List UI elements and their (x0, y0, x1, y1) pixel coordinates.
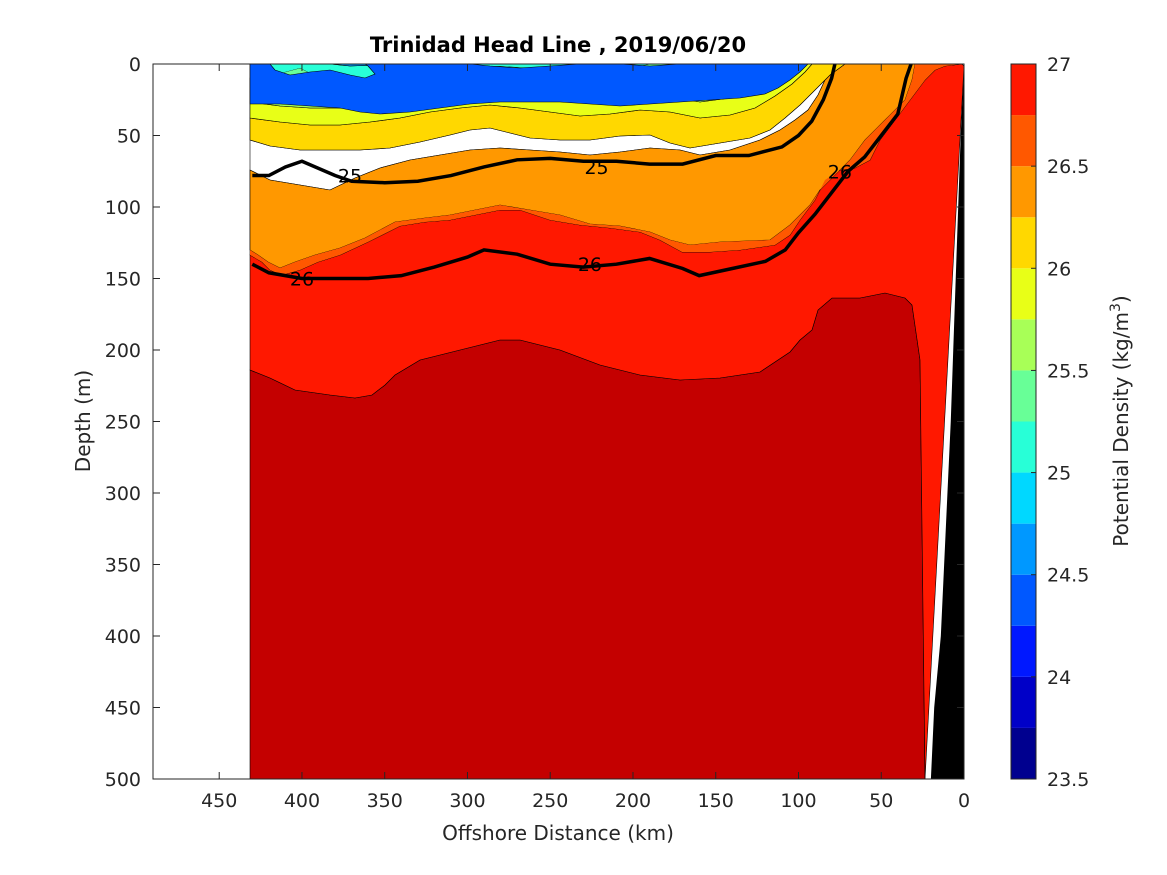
y-tick-label: 200 (105, 340, 141, 362)
colorbar-tick-label: 26.5 (1047, 156, 1089, 178)
x-tick-label: 100 (780, 790, 816, 812)
y-tick-label: 150 (105, 269, 141, 291)
y-tick-label: 100 (105, 197, 141, 219)
x-axis-label: Offshore Distance (km) (442, 821, 674, 845)
y-tick-label: 250 (105, 412, 141, 434)
contour-line-25 (252, 64, 837, 185)
colorbar-segment (1011, 319, 1036, 371)
y-tick-label: 300 (105, 483, 141, 505)
x-tick-label: 200 (615, 790, 651, 812)
colorbar-segment (1011, 268, 1036, 320)
x-axis: 450 400 350 300 250 200 150 100 50 0 (201, 64, 970, 812)
y-tick-label: 450 (105, 698, 141, 720)
x-tick-label: 150 (698, 790, 734, 812)
colorbar-label: Potential Density (kg/m3) (1108, 295, 1133, 546)
colorbar-tick-label: 27 (1047, 54, 1071, 76)
x-tick-label: 350 (367, 790, 403, 812)
y-axis-label: Depth (m) (71, 370, 95, 472)
colorbar-segment (1011, 421, 1036, 473)
contour-fills (249, 64, 964, 779)
y-tick-label: 400 (105, 626, 141, 648)
colorbar-tick-label: 26 (1047, 258, 1071, 280)
contour-overlay (251, 64, 964, 779)
colorbar-segment (1011, 115, 1036, 167)
colorbar-segment (1011, 370, 1036, 422)
contour-labels: 25 25 26 26 26 (290, 157, 852, 291)
colorbar-segment (1011, 166, 1036, 218)
colorbar-tick-label: 25.5 (1047, 360, 1089, 382)
contour-label: 25 (584, 157, 608, 179)
x-tick-label: 250 (532, 790, 568, 812)
colorbar-label-superscript: 3 (1108, 303, 1124, 312)
colorbar-label-text: Potential Density (kg/m (1109, 312, 1133, 547)
colorbar-segment (1011, 523, 1036, 575)
x-tick-label: 300 (449, 790, 485, 812)
colorbar-segment (1011, 64, 1036, 116)
plot-area: 25 25 26 26 26 (152, 63, 965, 780)
colorbar: 23.5 24 24.5 25 25.5 26 26.5 27 (1010, 54, 1089, 791)
colorbar-segment (1011, 625, 1036, 677)
colorbar-segment (1011, 472, 1036, 524)
contour-label: 26 (290, 269, 314, 291)
colorbar-label-suffix: ) (1109, 295, 1133, 303)
contour-line-26 (251, 64, 913, 281)
y-tick-label: 350 (105, 555, 141, 577)
x-tick-label: 50 (869, 790, 893, 812)
colorbar-tick-label: 23.5 (1047, 769, 1089, 791)
seafloor (930, 64, 964, 779)
x-tick-label: 0 (958, 790, 970, 812)
density-band-24p25 (249, 64, 809, 115)
contour-label: 26 (578, 254, 602, 276)
density-band-26p5-top (250, 64, 962, 275)
colorbar-tick-label: 25 (1047, 463, 1071, 485)
y-axis: 0 50 100 150 200 250 300 350 400 450 500 (105, 54, 964, 791)
x-tick-label: 400 (284, 790, 320, 812)
y-tick-label: 50 (117, 126, 141, 148)
colorbar-frame (1010, 63, 1037, 780)
chart-title: Trinidad Head Line , 2019/06/20 (370, 33, 746, 57)
colorbar-tick-label: 24.5 (1047, 565, 1089, 587)
x-tick-label: 450 (201, 790, 237, 812)
y-tick-label: 500 (105, 769, 141, 791)
y-tick-label: 0 (129, 54, 141, 76)
colorbar-segment (1011, 217, 1036, 269)
contour-label: 26 (828, 161, 852, 183)
contour-label: 25 (338, 166, 362, 188)
colorbar-segment (1011, 574, 1036, 626)
colorbar-segment (1011, 676, 1036, 728)
colorbar-tick-label: 24 (1047, 667, 1071, 689)
colorbar-segment (1011, 727, 1036, 779)
